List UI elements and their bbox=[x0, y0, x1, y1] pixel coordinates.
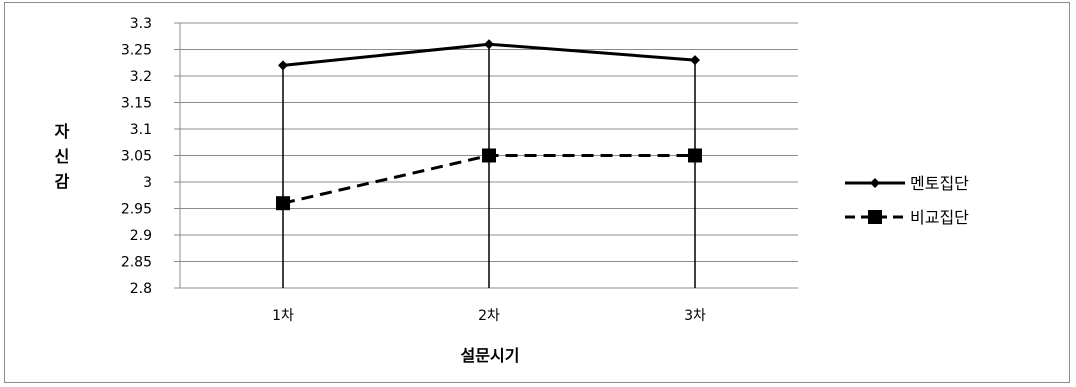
series-2-point bbox=[688, 148, 702, 163]
series-1-point bbox=[690, 55, 700, 66]
y-tick-labels: 3.3 3.25 3.2 3.15 3.1 3.05 3 2.95 2.9 2.85 2.8 bbox=[121, 16, 152, 297]
y-tick-label: 3.2 bbox=[130, 69, 152, 85]
y-tick-label: 2.85 bbox=[121, 255, 152, 271]
x-tick-label: 3차 bbox=[684, 308, 706, 324]
legend-marker-1 bbox=[870, 178, 880, 188]
x-tick-label: 2차 bbox=[478, 308, 500, 324]
y-tick-label: 2.9 bbox=[130, 228, 152, 244]
series-1-point bbox=[484, 39, 494, 50]
y-tick-label: 3.05 bbox=[121, 149, 152, 165]
drop-lines bbox=[282, 44, 696, 288]
y-tick-label: 3.3 bbox=[130, 16, 152, 32]
y-tick-label: 3.15 bbox=[121, 96, 152, 112]
y-axis-label-char: 신 bbox=[55, 147, 70, 166]
chart-frame bbox=[4, 2, 1070, 383]
y-tick-label: 3.1 bbox=[130, 122, 152, 138]
series-2-point bbox=[276, 196, 290, 211]
legend-label-2: 비교집단 bbox=[910, 208, 969, 227]
legend-label-1: 멘토집단 bbox=[910, 174, 969, 193]
y-axis-label-char: 감 bbox=[55, 172, 70, 191]
x-axis-label: 설문시기 bbox=[461, 346, 520, 365]
series-group bbox=[276, 39, 702, 211]
y-tick-label: 2.8 bbox=[130, 281, 152, 297]
series-1-point bbox=[278, 60, 288, 71]
legend-marker-2 bbox=[868, 210, 882, 224]
y-tick-label: 3.25 bbox=[121, 43, 152, 59]
x-tick-labels: 1차 2차 3차 bbox=[272, 308, 706, 324]
y-axis-label: 자신감 bbox=[55, 122, 70, 191]
series-2-point bbox=[482, 148, 496, 163]
y-tick-label: 3 bbox=[143, 175, 152, 191]
x-tick-label: 1차 bbox=[272, 308, 294, 324]
y-axis-label-char: 자 bbox=[55, 122, 70, 141]
y-tick-label: 2.95 bbox=[121, 202, 152, 218]
